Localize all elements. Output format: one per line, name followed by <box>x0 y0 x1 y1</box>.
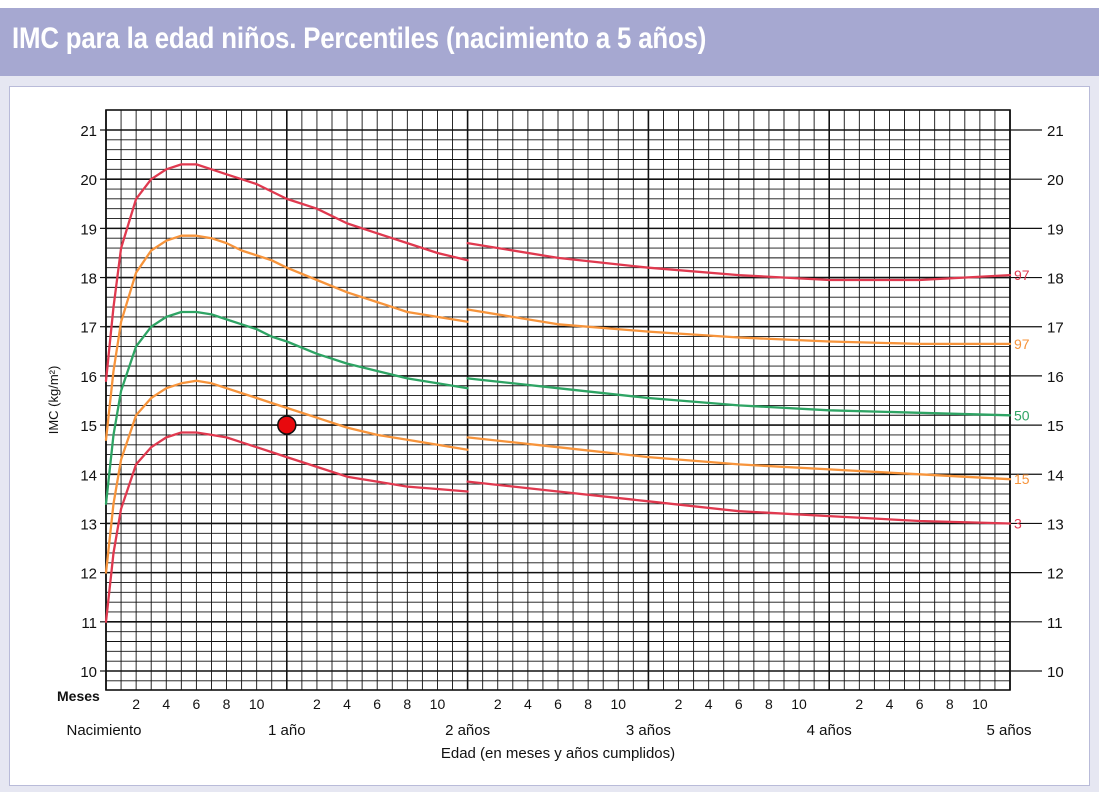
month-tick-label: 8 <box>946 696 954 712</box>
y-tick-label-left: 10 <box>80 664 97 681</box>
y-tick-label-right: 12 <box>1047 566 1064 583</box>
year-label: 1 año <box>268 722 306 739</box>
series-line-p97-1 <box>466 308 1012 346</box>
header-bar <box>0 8 1099 76</box>
month-tick-label: 6 <box>735 696 743 712</box>
series-line-p97-0 <box>466 241 1012 282</box>
month-tick-label: 6 <box>193 696 201 712</box>
series-line-p15-3 <box>466 436 1012 481</box>
y-tick-label-left: 17 <box>80 320 97 337</box>
month-tick-label: 4 <box>343 696 351 712</box>
series-line-p50-2 <box>466 377 1012 417</box>
y-tick-label-right: 21 <box>1047 123 1064 140</box>
chart-title: IMC para la edad niños. Percentiles (nac… <box>12 22 707 55</box>
month-tick-label: 2 <box>313 696 321 712</box>
data-point-marker <box>277 415 297 435</box>
month-tick-label: 6 <box>916 696 924 712</box>
y-tick-label-left: 19 <box>80 221 97 238</box>
series-label: 97 <box>1014 267 1030 283</box>
plot-border <box>105 109 1011 691</box>
x-axis-label: Edad (en meses y años cumplidos) <box>441 745 675 762</box>
y-tick-label-right: 14 <box>1047 467 1064 484</box>
chart-inner-area <box>9 86 1090 786</box>
month-tick-label: 4 <box>886 696 894 712</box>
month-tick-label: 6 <box>373 696 381 712</box>
y-tick-label-left: 21 <box>80 123 97 140</box>
series-line-p97-0 <box>104 163 469 382</box>
y-tick-label-right: 18 <box>1047 271 1064 288</box>
year-label: 5 años <box>986 722 1031 739</box>
y-tick-label-right: 15 <box>1047 418 1064 435</box>
month-tick-label: 10 <box>249 696 265 712</box>
series-line-p3-4 <box>466 480 1012 525</box>
month-tick-label: 10 <box>791 696 807 712</box>
month-tick-label: 8 <box>223 696 231 712</box>
month-tick-label: 8 <box>584 696 592 712</box>
month-tick-label: 10 <box>610 696 626 712</box>
grid <box>100 109 1042 691</box>
series-group <box>104 163 1012 623</box>
y-tick-label-right: 11 <box>1047 615 1063 632</box>
y-tick-label-right: 20 <box>1047 172 1064 189</box>
series-label: 3 <box>1014 515 1022 531</box>
month-tick-label: 8 <box>765 696 773 712</box>
month-tick-label: 4 <box>162 696 170 712</box>
year-label: Nacimiento <box>66 722 141 739</box>
labels-group: 10 10 11 11 12 12 13 13 14 14 15 15 16 16 17 17 18 18 19 19… <box>46 123 1064 762</box>
year-label: 2 años <box>445 722 490 739</box>
month-tick-label: 2 <box>855 696 863 712</box>
series-label: 97 <box>1014 336 1030 352</box>
month-tick-label: 2 <box>675 696 683 712</box>
y-tick-label-left: 16 <box>80 369 97 386</box>
y-tick-label-left: 14 <box>80 467 97 484</box>
y-tick-label-left: 18 <box>80 271 97 288</box>
series-line-p97-1 <box>104 234 469 441</box>
y-tick-label-left: 11 <box>81 615 97 632</box>
series-line-p3-4 <box>104 431 469 623</box>
y-tick-label-right: 16 <box>1047 369 1064 386</box>
series-line-p15-3 <box>104 379 469 574</box>
y-tick-label-right: 17 <box>1047 320 1064 337</box>
year-label: 3 años <box>626 722 671 739</box>
series-label: 50 <box>1014 407 1030 423</box>
series-label: 15 <box>1014 471 1030 487</box>
month-tick-label: 4 <box>705 696 713 712</box>
month-tick-label: 10 <box>972 696 988 712</box>
months-label: Meses <box>57 688 100 704</box>
year-label: 4 años <box>807 722 852 739</box>
y-tick-label-right: 10 <box>1047 664 1064 681</box>
y-tick-label-left: 20 <box>80 172 97 189</box>
month-tick-label: 2 <box>132 696 140 712</box>
month-tick-label: 10 <box>430 696 446 712</box>
month-tick-label: 2 <box>494 696 502 712</box>
y-tick-label-left: 13 <box>80 516 97 533</box>
y-tick-label-right: 13 <box>1047 516 1064 533</box>
y-tick-label-left: 12 <box>80 566 97 583</box>
y-axis-label: IMC (kg/m²) <box>46 366 61 435</box>
month-tick-label: 6 <box>554 696 562 712</box>
y-tick-label-left: 15 <box>80 418 97 435</box>
y-tick-label-right: 19 <box>1047 221 1064 238</box>
month-tick-label: 8 <box>403 696 411 712</box>
month-tick-label: 4 <box>524 696 532 712</box>
series-line-p50-2 <box>104 310 469 505</box>
